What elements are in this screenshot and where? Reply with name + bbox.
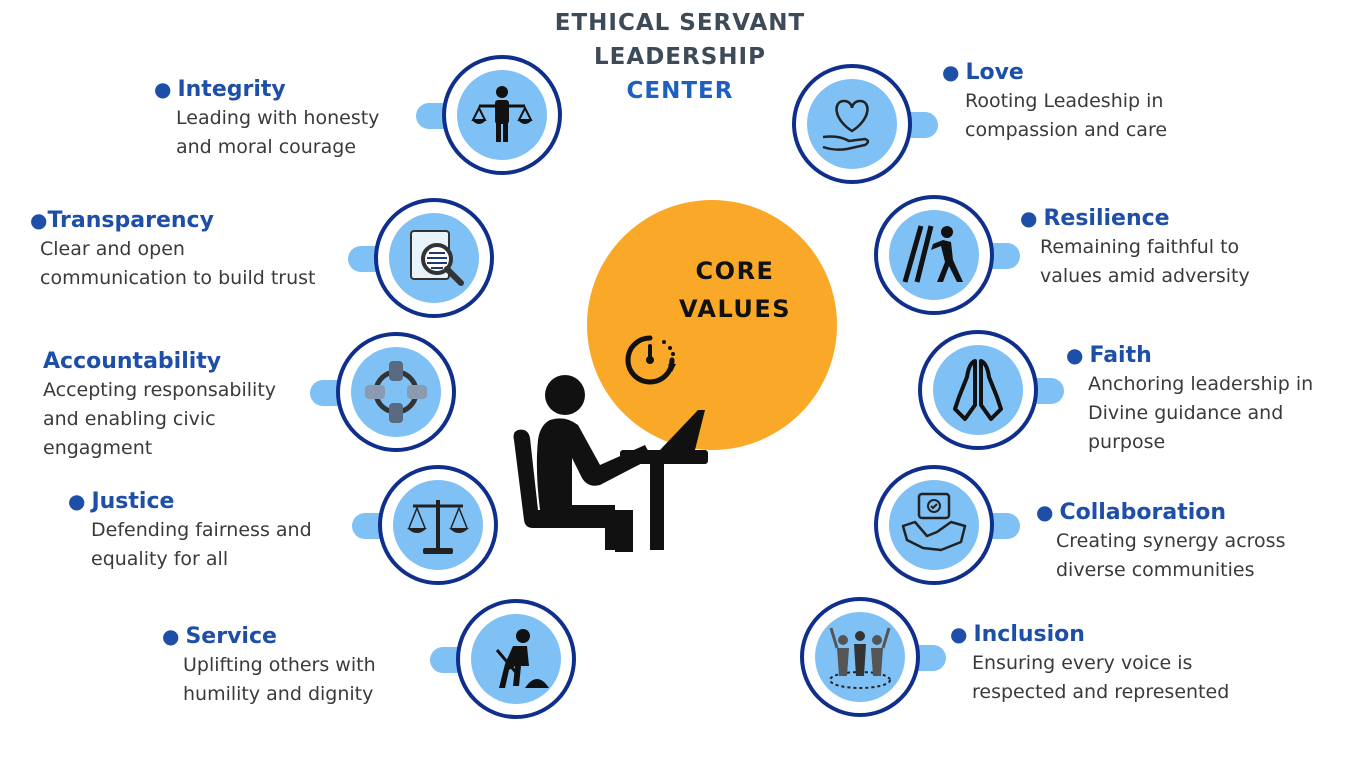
handshake-icon — [901, 492, 967, 552]
value-desc: Accepting responsability and enabling ci… — [43, 379, 277, 459]
core-values-circle — [587, 200, 837, 450]
bullet-icon: ● — [1020, 206, 1038, 230]
person-at-laptop-icon — [513, 375, 708, 552]
value-item-accountability: Accountability Accepting responsability … — [43, 348, 276, 463]
bullet-icon: ● — [30, 208, 48, 232]
faith-icon-badge — [918, 330, 1038, 450]
inclusion-icon-badge — [800, 597, 920, 717]
value-title: Service — [185, 624, 277, 649]
core-line-2: VALUES — [678, 295, 792, 323]
value-desc: Rooting Leadeship in compassion and care — [965, 90, 1168, 141]
value-item-transparency: ●Transparency Clear and open communicati… — [30, 206, 316, 293]
bullet-icon: ● — [154, 77, 172, 101]
value-desc: Remaining faithful to values amid advers… — [1040, 236, 1250, 287]
transparency-icon-badge — [374, 198, 494, 318]
value-title: Transparency — [47, 208, 214, 233]
value-item-love: ● Love Rooting Leadeship in compassion an… — [942, 58, 1167, 145]
hands-circle-icon — [365, 361, 427, 423]
page-title: ETHICAL SERVANT LEADERSHIP CENTER — [520, 6, 840, 108]
core-line-1: CORE — [695, 257, 775, 285]
value-title: Accountability — [43, 349, 222, 374]
pushing-wall-icon — [902, 225, 963, 283]
core-values-label: CORE VALUES — [645, 252, 825, 328]
value-desc: Clear and open communication to build tr… — [40, 238, 316, 289]
resilience-icon-badge — [874, 195, 994, 315]
title-line-1: ETHICAL SERVANT — [554, 10, 806, 36]
value-desc: Leading with honesty and moral courage — [176, 107, 380, 158]
value-desc: Creating synergy across diverse communit… — [1056, 530, 1286, 581]
value-title: Love — [965, 60, 1024, 85]
value-item-justice: ● Justice Defending fairness and equality… — [68, 487, 312, 574]
service-icon-badge — [456, 599, 576, 719]
value-title: Faith — [1089, 343, 1152, 368]
value-desc: Ensuring every voice is respected and re… — [972, 652, 1230, 703]
value-title: Inclusion — [973, 622, 1085, 647]
title-line-2: LEADERSHIP — [594, 44, 766, 70]
value-item-integrity: ● Integrity Leading with honesty and mora… — [154, 75, 379, 162]
speedometer-icon — [625, 335, 676, 385]
integrity-icon-badge — [442, 55, 562, 175]
value-item-faith: ● Faith Anchoring leadership in Divine gu… — [1066, 341, 1313, 457]
justice-scale-icon — [407, 500, 469, 554]
value-item-service: ● Service Uplifting others with humility … — [162, 622, 376, 709]
title-line-3: CENTER — [626, 78, 734, 104]
value-title: Resilience — [1043, 206, 1170, 231]
group-people-icon — [829, 627, 891, 689]
bullet-icon: ● — [68, 489, 86, 513]
value-item-collaboration: ● Collaboration Creating synergy across d… — [1036, 498, 1285, 585]
value-title: Collaboration — [1059, 500, 1227, 525]
value-title: Integrity — [177, 77, 286, 102]
bullet-icon: ● — [942, 60, 960, 84]
love-icon-badge — [792, 64, 912, 184]
value-desc: Defending fairness and equality for all — [91, 519, 312, 570]
heart-hand-icon — [822, 99, 870, 151]
bullet-icon: ● — [162, 624, 180, 648]
collaboration-icon-badge — [874, 465, 994, 585]
praying-hands-icon — [953, 359, 1003, 421]
value-desc: Uplifting others with humility and digni… — [183, 654, 376, 705]
value-item-inclusion: ● Inclusion Ensuring every voice is respe… — [950, 620, 1229, 707]
value-title: Justice — [91, 489, 175, 514]
bullet-icon: ● — [1066, 343, 1084, 367]
justice-icon-badge — [378, 465, 498, 585]
value-desc: Anchoring leadership in Divine guidance … — [1088, 373, 1314, 453]
worker-shovel-icon — [495, 629, 549, 688]
bullet-icon: ● — [1036, 500, 1054, 524]
bullet-icon: ● — [950, 622, 968, 646]
document-magnifier-icon — [410, 230, 464, 286]
scales-person-icon — [471, 86, 533, 142]
value-item-resilience: ● Resilience Remaining faithful to values… — [1020, 204, 1250, 291]
accountability-icon-badge — [336, 332, 456, 452]
